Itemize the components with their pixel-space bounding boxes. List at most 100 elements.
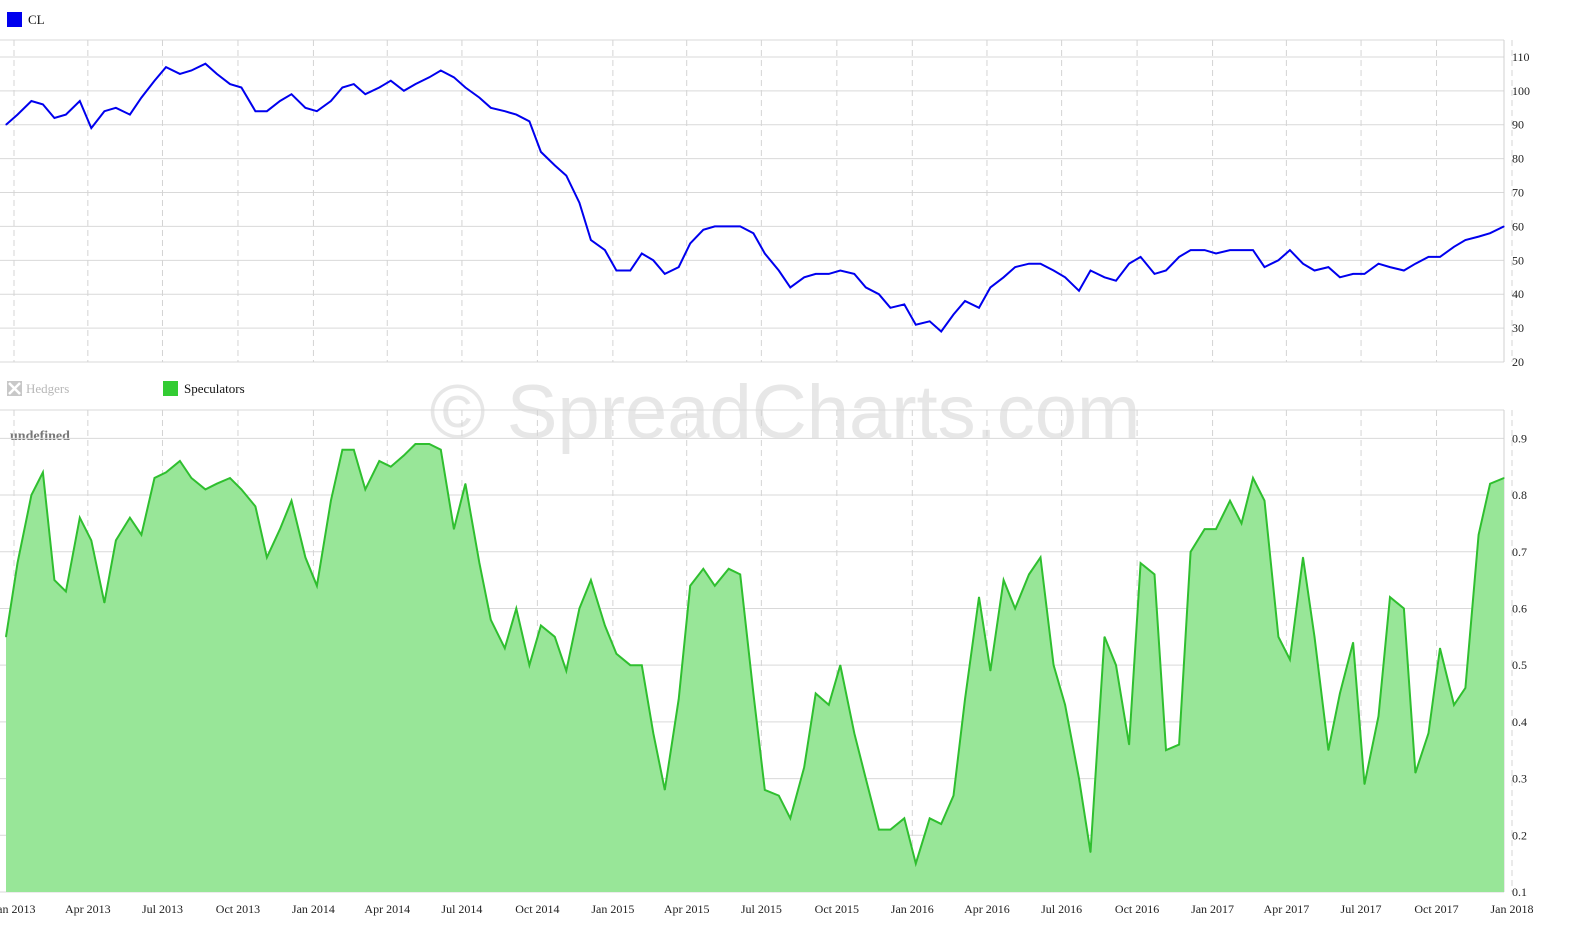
speculators-point [1313,636,1316,638]
speculators-point [929,817,931,819]
top-legend[interactable]: CL [7,12,45,27]
cl-price-point [528,120,531,122]
cl-price-point [1377,263,1380,265]
speculators-point [528,664,531,666]
cl-price-point [266,110,268,112]
speculators-point [316,585,318,587]
cl-price-point [279,100,281,102]
speculators-point [1204,528,1206,530]
speculators-point [103,602,105,604]
cl-price-point [714,225,716,227]
speculators-point [266,556,268,559]
speculators-point [304,556,306,559]
speculators-point [403,454,405,456]
cl-price-point [828,273,830,275]
speculators-point [65,590,67,593]
cl-price-point [1153,273,1156,275]
legend-item-hedgers[interactable]: Hedgers [7,381,69,396]
speculators-point [115,539,117,542]
cl-price-point [1103,276,1106,278]
speculators-point [190,477,192,479]
speculators-point [1289,658,1291,661]
legend-label-hedgers: Hedgers [26,381,69,396]
speculators-point [664,789,666,791]
speculators-point [515,607,517,610]
cl-price-point [815,273,817,275]
speculators-point [353,449,355,451]
cl-price-point [752,232,755,234]
speculators-point [789,817,791,819]
speculators-point [364,488,366,490]
cl-price-point [364,93,366,95]
cl-price-point [316,110,318,112]
speculators-point [652,732,654,734]
speculators-y-tick-label: 0.8 [1512,488,1527,502]
speculators-point [504,647,506,649]
cl-price-point [1478,236,1480,238]
cl-price-point [1078,290,1080,292]
cl-price-point [1389,266,1391,268]
speculators-point [464,483,466,485]
cl-price-point [1215,252,1217,255]
legend-item-speculators[interactable]: Speculators [163,381,245,396]
speculators-point [1439,647,1441,649]
speculators-point [53,579,56,581]
speculators-point [803,766,805,768]
cl-price-point [952,313,955,316]
cl-price-point [778,269,780,272]
speculators-point [1140,562,1142,564]
cl-price-point [65,114,67,116]
price-y-tick-label: 110 [1512,50,1530,64]
x-tick-label: Apr 2015 [664,902,710,916]
x-tick-label: Oct 2016 [1115,902,1159,916]
speculators-point [428,443,430,445]
speculators-point [778,795,780,797]
cl-price-point [929,320,931,322]
speculators-point [453,528,455,530]
speculators-y-tick-label: 0.7 [1512,545,1527,559]
speculators-point [1277,636,1279,638]
x-tick-label: Jul 2017 [1341,902,1382,916]
cl-price-point [702,229,704,231]
legend-label-cl: CL [28,12,45,27]
cl-price-point [1453,246,1455,248]
x-tick-label: Apr 2014 [364,902,410,916]
speculators-point [604,624,606,627]
cl-price-point [578,202,581,204]
speculators-point [978,596,980,598]
speculators-point [1403,607,1405,610]
speculators-point [1453,704,1455,706]
cl-price-point [515,114,517,116]
price-y-tick-label: 100 [1512,84,1530,98]
cl-price-point [604,249,606,251]
speculators-point [714,585,716,587]
price-y-tick-label: 40 [1512,287,1524,301]
speculators-point [828,704,830,706]
cl-price-point [103,110,105,112]
watermark-text: © SpreadCharts.com [430,370,1141,455]
cl-price-point [1403,269,1405,272]
speculators-point [1078,778,1080,780]
speculators-point [989,670,992,672]
legend-label-speculators: Speculators [184,381,245,396]
speculators-point [42,471,44,473]
cl-price-point [1263,266,1266,268]
cl-price-point [1003,276,1005,278]
cl-price-point [378,86,380,89]
price-y-tick-label: 90 [1512,118,1524,132]
cl-price-point [664,273,666,275]
cl-price-point [764,252,766,255]
cl-price-point [1229,249,1231,251]
speculators-area [6,444,1504,892]
speculators-point [889,829,892,831]
speculators-point [853,732,855,734]
cl-price-point [478,97,480,99]
cl-price-point [453,76,455,78]
x-tick-label: Oct 2014 [515,902,559,916]
speculators-y-tick-label: 0.1 [1512,885,1527,899]
speculators-y-tick-label: 0.5 [1512,658,1527,672]
x-tick-label: Oct 2013 [216,902,260,916]
bottom-panel-label: undefined [10,429,70,444]
cl-price-point [1289,249,1291,251]
cl-price-point [1014,266,1016,268]
